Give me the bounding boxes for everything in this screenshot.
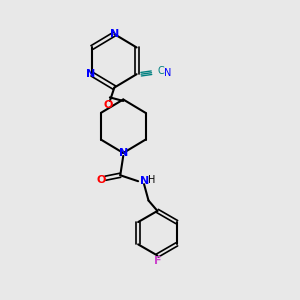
Text: O: O bbox=[104, 100, 113, 110]
Text: N: N bbox=[86, 69, 95, 79]
Text: N: N bbox=[164, 68, 172, 78]
Text: N: N bbox=[118, 148, 128, 158]
Text: N: N bbox=[110, 29, 119, 39]
Text: N: N bbox=[140, 176, 149, 186]
Text: O: O bbox=[96, 175, 106, 185]
Text: C: C bbox=[158, 66, 164, 76]
Text: H: H bbox=[148, 175, 156, 185]
Text: F: F bbox=[154, 256, 161, 266]
